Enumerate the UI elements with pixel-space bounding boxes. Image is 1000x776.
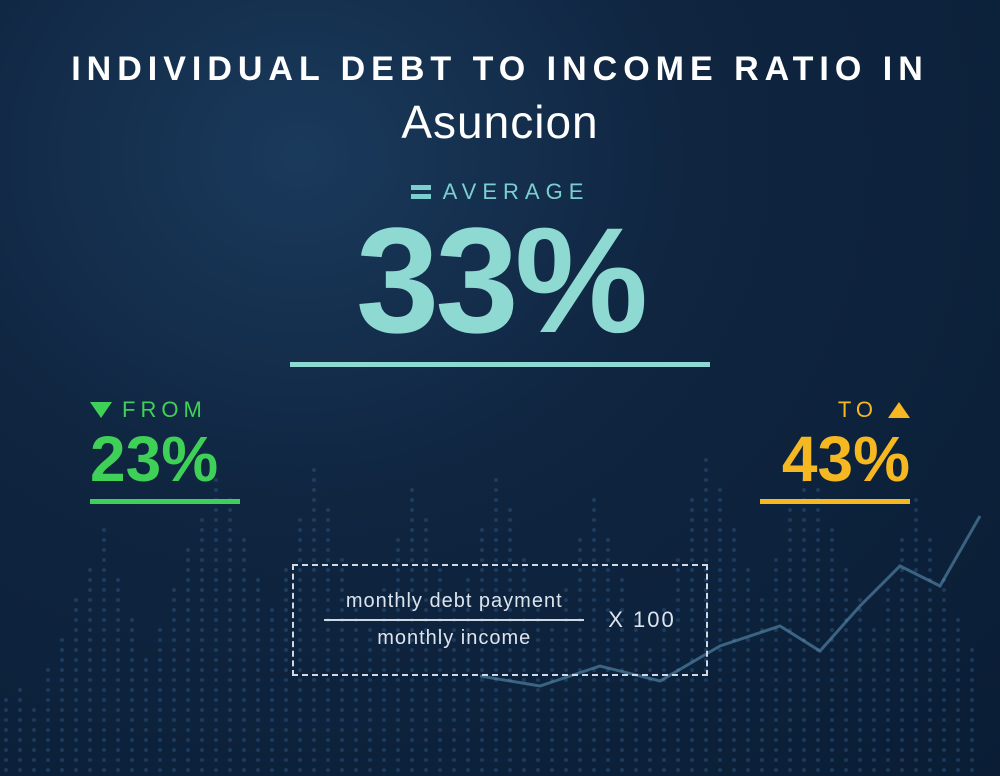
from-label-row: FROM: [90, 397, 207, 423]
average-value: 33%: [290, 209, 710, 352]
average-block: AVERAGE 33%: [290, 177, 710, 367]
arrow-up-icon: [888, 402, 910, 418]
formula-fraction: monthly debt payment monthly income: [324, 584, 584, 656]
formula-multiplier: X 100: [608, 607, 676, 633]
to-label-row: TO: [838, 397, 910, 423]
formula-box: monthly debt payment monthly income X 10…: [292, 564, 708, 676]
title-line-2: Asuncion: [401, 95, 598, 149]
content-container: INDIVIDUAL DEBT TO INCOME RATIO IN Asunc…: [0, 0, 1000, 776]
to-value: 43%: [760, 427, 910, 491]
from-underline: [90, 499, 240, 504]
to-label: TO: [838, 397, 878, 423]
from-label: FROM: [122, 397, 207, 423]
from-value: 23%: [90, 427, 240, 491]
to-block: TO 43%: [760, 397, 910, 504]
title-line-1: INDIVIDUAL DEBT TO INCOME RATIO IN: [71, 50, 929, 89]
to-underline: [760, 499, 910, 504]
formula-numerator: monthly debt payment: [342, 584, 567, 619]
range-row: FROM 23% TO 43%: [90, 397, 910, 504]
arrow-down-icon: [90, 402, 112, 418]
from-block: FROM 23%: [90, 397, 240, 504]
formula-denominator: monthly income: [373, 621, 535, 656]
